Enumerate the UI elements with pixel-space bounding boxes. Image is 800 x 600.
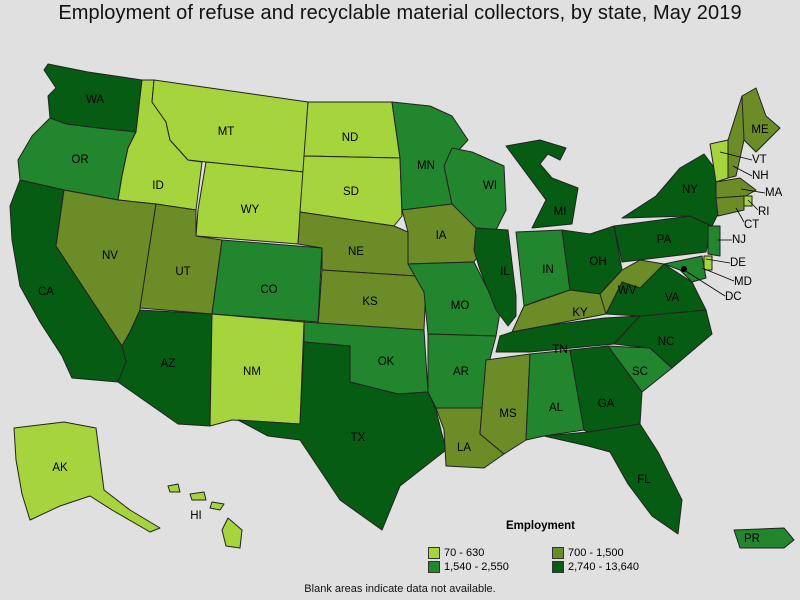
state-label-va: VA xyxy=(665,292,680,304)
state-label-wa: WA xyxy=(86,94,104,106)
state-label-fl: FL xyxy=(637,474,651,486)
state-label-sd: SD xyxy=(343,186,359,198)
state-wv xyxy=(599,259,665,315)
state-ny xyxy=(621,153,721,227)
state-pr xyxy=(733,527,795,549)
state-label-in: IN xyxy=(542,264,554,276)
state-mo xyxy=(407,261,501,337)
state-label-pa: PA xyxy=(657,234,672,246)
state-label-wy: WY xyxy=(241,204,260,216)
state-label-nj: NJ xyxy=(732,234,746,246)
state-wy xyxy=(195,161,305,245)
state-label-sc: SC xyxy=(632,366,648,378)
state-label-nv: NV xyxy=(102,250,118,262)
state-nh xyxy=(727,95,745,179)
state-label-az: AZ xyxy=(161,358,176,370)
state-tx xyxy=(237,341,447,531)
state-label-ky: KY xyxy=(572,307,588,319)
state-label-ny: NY xyxy=(682,184,698,196)
state-label-dc: DC xyxy=(725,291,742,303)
state-label-mn: MN xyxy=(417,160,435,172)
state-mi xyxy=(505,139,579,229)
state-label-ct: CT xyxy=(744,219,759,231)
state-label-ak: AK xyxy=(52,462,68,474)
state-hi xyxy=(167,483,243,549)
state-label-hi: HI xyxy=(190,510,202,522)
state-label-md: MD xyxy=(734,276,752,288)
state-il xyxy=(473,227,517,327)
state-ak xyxy=(13,421,161,533)
state-label-or: OR xyxy=(71,154,88,166)
state-label-ia: IA xyxy=(436,230,447,242)
state-label-ks: KS xyxy=(362,296,378,308)
state-label-co: CO xyxy=(260,284,277,296)
state-label-ar: AR xyxy=(453,366,469,378)
state-label-tx: TX xyxy=(351,432,366,444)
state-nj xyxy=(707,225,721,257)
state-me xyxy=(737,87,781,153)
state-label-vt: VT xyxy=(752,154,767,166)
legend-swatch xyxy=(552,561,564,574)
state-label-nh: NH xyxy=(752,170,769,182)
state-label-wv: WV xyxy=(618,285,637,297)
state-fl xyxy=(543,423,683,535)
state-al xyxy=(525,349,585,441)
state-label-pr: PR xyxy=(744,533,760,545)
state-label-il: IL xyxy=(500,266,510,278)
state-co xyxy=(211,239,323,323)
state-label-ne: NE xyxy=(348,246,364,258)
legend-label: 2,740 - 13,640 xyxy=(568,561,639,573)
state-label-wi: WI xyxy=(483,180,497,192)
state-label-mt: MT xyxy=(218,126,235,138)
state-label-ok: OK xyxy=(378,356,395,368)
legend-item: 2,740 - 13,640 xyxy=(552,561,639,574)
state-label-oh: OH xyxy=(589,256,606,268)
state-ct xyxy=(715,195,745,217)
legend-item: 700 - 1,500 xyxy=(552,547,624,560)
state-label-nm: NM xyxy=(243,366,261,378)
state-ri xyxy=(743,195,753,207)
state-ma xyxy=(715,177,757,199)
legend-swatch xyxy=(428,561,440,574)
state-label-tn: TN xyxy=(552,344,567,356)
footnote: Blank areas indicate data not available. xyxy=(304,583,496,595)
legend-label: 700 - 1,500 xyxy=(568,547,624,559)
state-label-ms: MS xyxy=(499,408,517,420)
state-de xyxy=(703,255,713,271)
state-label-ri: RI xyxy=(758,206,770,218)
legend-label: 1,540 - 2,550 xyxy=(444,561,509,573)
legend-item: 70 - 630 xyxy=(428,547,485,560)
state-label-ca: CA xyxy=(38,286,54,298)
legend-swatch xyxy=(428,547,440,560)
state-ms xyxy=(479,353,531,455)
dc-marker xyxy=(681,266,687,272)
state-sd xyxy=(299,155,403,227)
state-label-de: DE xyxy=(730,257,746,269)
state-nd xyxy=(303,101,401,159)
state-label-ma: MA xyxy=(765,187,783,199)
state-label-mo: MO xyxy=(451,300,470,312)
legend-swatch xyxy=(552,547,564,560)
state-label-id: ID xyxy=(152,180,164,192)
map-title: Employment of refuse and recyclable mate… xyxy=(58,2,742,24)
state-label-al: AL xyxy=(549,402,564,414)
state-label-nc: NC xyxy=(658,336,675,348)
legend-title: Employment xyxy=(506,520,576,532)
state-label-nd: ND xyxy=(342,132,359,144)
state-label-la: LA xyxy=(457,442,471,454)
state-label-ga: GA xyxy=(598,398,615,410)
state-label-me: ME xyxy=(751,124,769,136)
state-label-mi: MI xyxy=(554,206,567,218)
legend-label: 70 - 630 xyxy=(444,547,485,559)
state-label-ut: UT xyxy=(175,266,190,278)
legend-item: 1,540 - 2,550 xyxy=(428,561,509,574)
